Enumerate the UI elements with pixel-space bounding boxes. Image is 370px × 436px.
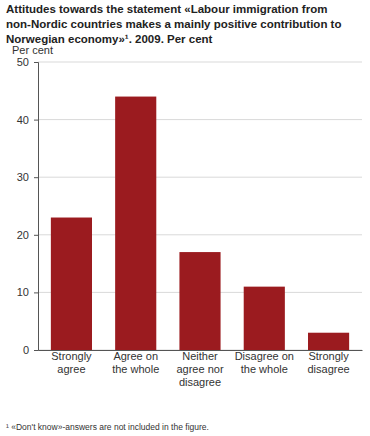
grid bbox=[38, 62, 362, 350]
text-line: the whole bbox=[241, 363, 288, 375]
x-tick-label: Agree onthe whole bbox=[112, 350, 159, 375]
text-line: disagree bbox=[179, 376, 221, 388]
footnote: ¹ «Don't know»-answers are not included … bbox=[6, 422, 209, 432]
x-tick-label: Neitheragree nordisagree bbox=[176, 350, 223, 388]
y-tick-label: 0 bbox=[23, 344, 29, 356]
x-tick: Neitheragree nordisagree bbox=[176, 350, 223, 388]
y-tick: 20 bbox=[17, 229, 38, 241]
y-tick-mark bbox=[34, 350, 38, 351]
y-tick-label: 20 bbox=[17, 229, 29, 241]
text-line: Attitudes towards the statement «Labour … bbox=[6, 3, 327, 15]
y-tick-mark bbox=[34, 292, 38, 293]
title: Attitudes towards the statement «Labour … bbox=[6, 3, 341, 45]
y-tick-mark bbox=[34, 62, 38, 63]
bars bbox=[51, 97, 349, 350]
grid-line bbox=[38, 177, 362, 178]
text-line: disagree bbox=[307, 363, 349, 375]
y-axis-line bbox=[34, 63, 39, 351]
x-tick-label: Stronglydisagree bbox=[307, 350, 349, 375]
text-line: agree bbox=[57, 363, 85, 375]
text-line: Agree on bbox=[113, 350, 158, 362]
bar bbox=[244, 287, 285, 350]
y-tick-label: 50 bbox=[17, 56, 29, 68]
y-tick-label: 10 bbox=[17, 286, 29, 298]
y-tick: 10 bbox=[17, 286, 38, 298]
y-tick-mark bbox=[34, 177, 38, 178]
grid-line bbox=[38, 119, 362, 120]
text-line: Disagree on bbox=[235, 350, 294, 362]
text-line: Neither bbox=[182, 350, 218, 362]
bar bbox=[51, 218, 92, 350]
grid-line bbox=[38, 62, 362, 63]
x-tick: Stronglydisagree bbox=[307, 350, 349, 375]
x-tick-label: Stronglyagree bbox=[51, 350, 92, 375]
plot: 01020304050StronglyagreeAgree onthe whol… bbox=[17, 56, 363, 388]
y-tick: 30 bbox=[17, 171, 38, 183]
text-line: non-Nordic countries makes a mainly posi… bbox=[6, 18, 341, 30]
y-tick: 40 bbox=[17, 114, 38, 126]
x-axis: StronglyagreeAgree onthe wholeNeitheragr… bbox=[39, 350, 363, 388]
y-tick-mark bbox=[34, 235, 38, 236]
text-line: Strongly bbox=[51, 350, 92, 362]
chart: Attitudes towards the statement «Labour … bbox=[0, 0, 370, 436]
x-tick: Disagree onthe whole bbox=[235, 350, 294, 375]
text-line: the whole bbox=[112, 363, 159, 375]
x-tick: Stronglyagree bbox=[51, 350, 92, 375]
y-axis: 0 10 20 30 40 50 bbox=[17, 56, 39, 356]
text-line: agree nor bbox=[176, 363, 223, 375]
x-tick: Agree onthe whole bbox=[112, 350, 159, 375]
bar bbox=[308, 333, 349, 350]
bar bbox=[115, 97, 156, 350]
text-line: Strongly bbox=[308, 350, 349, 362]
x-tick-label: Disagree onthe whole bbox=[235, 350, 294, 375]
y-tick-mark bbox=[34, 120, 38, 121]
bar bbox=[179, 252, 220, 350]
y-tick: 0 bbox=[23, 344, 38, 356]
y-tick: 50 bbox=[17, 56, 38, 68]
y-tick-label: 40 bbox=[17, 114, 29, 126]
y-axis-title: Per cent bbox=[12, 44, 53, 56]
y-tick-label: 30 bbox=[17, 171, 29, 183]
